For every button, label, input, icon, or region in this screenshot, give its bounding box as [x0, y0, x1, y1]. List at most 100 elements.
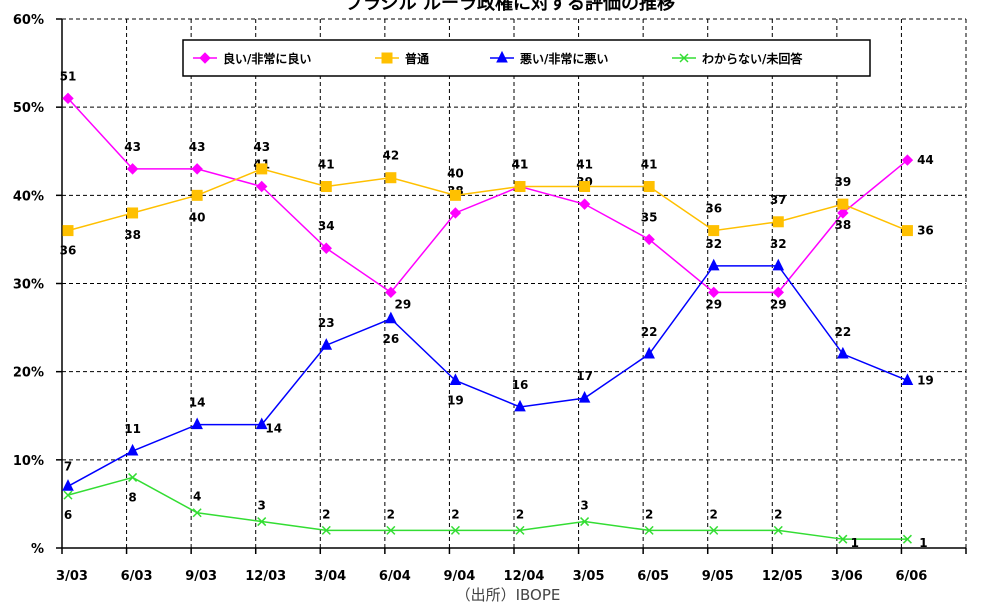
data-point: [644, 525, 654, 535]
x-tick-label: 6/05: [637, 569, 669, 584]
data-point: [643, 233, 655, 246]
data-label: 36: [60, 244, 77, 258]
x-tick-label: 6/04: [379, 569, 411, 584]
data-label: 2: [774, 507, 782, 521]
data-point: [191, 163, 203, 175]
data-label: 2: [645, 507, 653, 521]
data-point: [902, 534, 912, 544]
data-point: [192, 508, 202, 518]
data-label: 41: [576, 158, 593, 172]
data-point: [450, 525, 460, 535]
y-tick-label: %: [31, 542, 44, 557]
data-label: 2: [387, 507, 395, 521]
data-point: [385, 172, 397, 184]
data-point: [257, 517, 267, 527]
data-label: 35: [641, 210, 658, 224]
data-point: [449, 373, 462, 385]
data-point: [63, 490, 73, 500]
data-point: [578, 198, 591, 210]
data-point: [901, 373, 914, 385]
data-point: [679, 53, 689, 63]
data-label: 38: [124, 228, 141, 242]
data-point: [449, 207, 462, 219]
legend-label: 良い/非常に良い: [223, 51, 311, 66]
data-label: 43: [189, 140, 206, 154]
x-tick-label: 3/04: [314, 569, 346, 584]
data-point: [709, 525, 719, 535]
data-point: [515, 525, 525, 535]
data-label: 16: [512, 378, 529, 392]
data-point: [385, 311, 397, 324]
data-label: 2: [710, 507, 718, 521]
data-point: [496, 50, 508, 63]
data-label: 14: [265, 422, 282, 436]
data-point: [256, 163, 268, 175]
data-point: [321, 525, 331, 535]
data-point: [838, 534, 848, 544]
data-point: [772, 216, 784, 228]
data-label: 4: [193, 490, 201, 504]
data-label: 29: [395, 297, 412, 311]
data-label: 44: [917, 153, 934, 167]
data-label: 43: [253, 140, 270, 154]
data-point: [901, 154, 914, 166]
x-tick-label: 9/05: [702, 569, 734, 584]
y-tick-label: 20%: [13, 366, 44, 381]
data-label: 40: [189, 210, 206, 224]
data-point: [386, 525, 396, 535]
legend-label: 普通: [405, 51, 429, 66]
y-tick-label: 50%: [13, 101, 44, 116]
data-point: [580, 517, 590, 527]
data-point: [449, 189, 461, 201]
data-label: 29: [705, 297, 722, 311]
data-point: [772, 258, 785, 271]
data-point: [643, 181, 655, 193]
data-label: 51: [60, 69, 77, 83]
data-label: 19: [447, 393, 464, 407]
legend-box: [182, 39, 871, 77]
data-label: 3: [580, 499, 588, 513]
data-point: [62, 479, 74, 491]
data-label: 38: [835, 218, 852, 232]
data-label: 22: [835, 325, 852, 339]
data-point: [126, 443, 139, 456]
data-label: 36: [705, 202, 722, 216]
data-point: [579, 181, 591, 193]
data-point: [837, 207, 849, 219]
data-label: 32: [770, 237, 787, 251]
legend-label: 悪い/非常に悪い: [520, 51, 608, 66]
data-point: [62, 225, 74, 237]
data-label: 41: [318, 158, 335, 172]
data-point: [199, 52, 211, 64]
data-label: 32: [705, 237, 722, 251]
data-label: 34: [318, 219, 335, 233]
x-tick-label: 9/04: [443, 569, 475, 584]
data-label: 40: [447, 166, 464, 180]
data-label: 43: [124, 140, 141, 154]
data-label: 41: [512, 158, 529, 172]
data-point: [773, 525, 783, 535]
chart-title: ブラジル ルーラ政権に対する評価の推移: [345, 0, 675, 14]
data-label: 2: [322, 507, 330, 521]
data-label: 8: [128, 490, 136, 504]
data-label: 23: [318, 316, 335, 330]
data-label: 6: [64, 508, 72, 522]
x-tick-label: 12/04: [504, 569, 545, 584]
data-point: [62, 92, 74, 105]
data-label: 1: [851, 536, 859, 550]
data-point: [255, 417, 268, 430]
data-point: [837, 346, 849, 359]
data-point: [901, 225, 913, 237]
data-label: 41: [512, 158, 529, 172]
data-label: 2: [516, 507, 524, 521]
x-tick-label: 9/03: [185, 569, 217, 584]
y-tick-label: 10%: [13, 454, 44, 469]
series-line: [67, 168, 908, 232]
y-tick-label: 40%: [13, 189, 44, 204]
data-label: 26: [383, 332, 400, 346]
data-label: 11: [124, 422, 141, 436]
legend-label: わからない/未回答: [702, 51, 803, 66]
data-label: 1: [919, 536, 927, 550]
